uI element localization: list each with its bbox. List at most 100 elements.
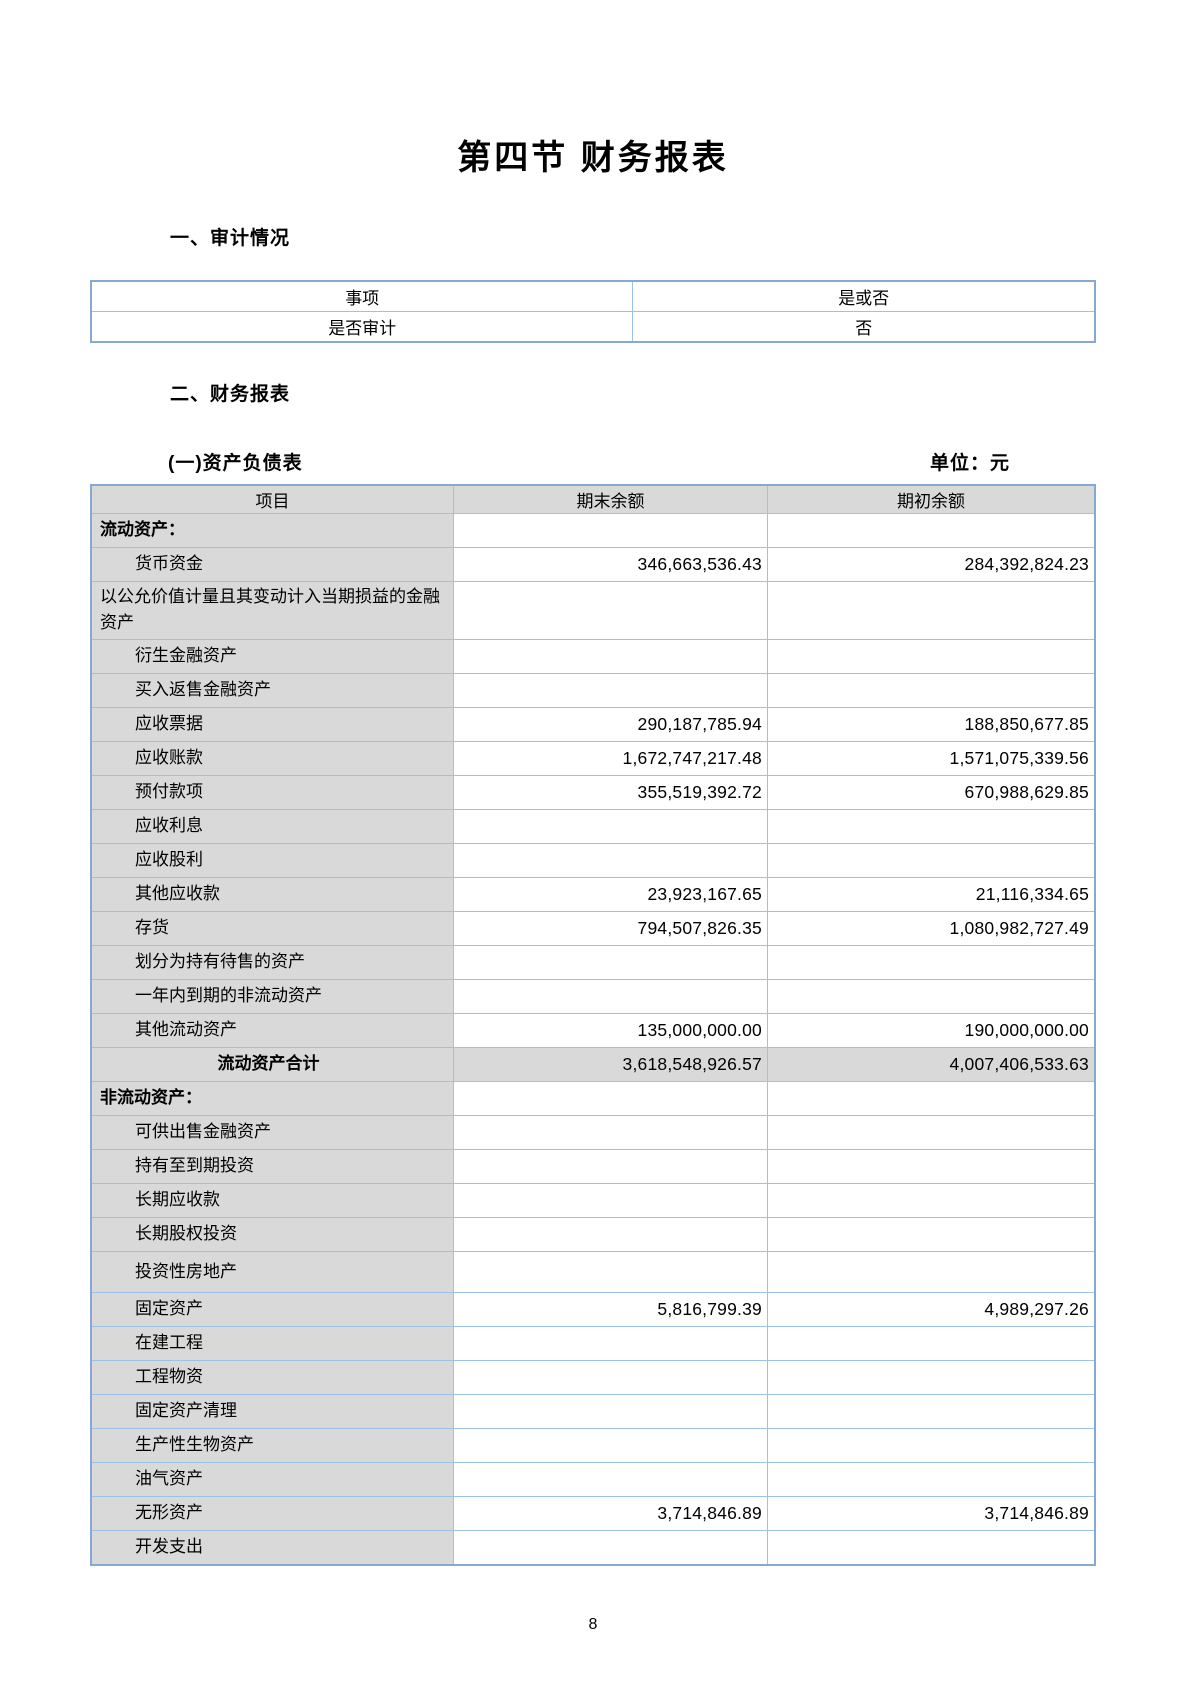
table-row: 买入返售金融资产 [90,672,1096,708]
column-header-closing-balance: 期末余额 [452,484,768,514]
row-label: 固定资产清理 [90,1393,454,1429]
closing-balance-cell [452,1216,768,1252]
opening-balance-cell [766,1148,1096,1184]
row-label: 可供出售金融资产 [90,1114,454,1150]
row-label: 流动资产： [90,513,454,548]
audit-section-heading: 一、审计情况 [170,228,291,249]
table-row: 非流动资产： [90,1080,1096,1116]
row-label: 投资性房地产 [90,1250,454,1293]
balance-sheet-header-row: 项目 期末余额 期初余额 [90,484,1096,514]
row-label: 其他流动资产 [90,1012,454,1048]
row-label: 买入返售金融资产 [90,672,454,708]
opening-balance-cell: 21,116,334.65 [766,876,1096,912]
table-row: 应收股利 [90,842,1096,878]
table-row: 以公允价值计量且其变动计入当期损益的金融资产 [90,581,1096,640]
opening-balance-cell [766,1529,1096,1566]
table-row: 存货 794,507,826.35 1,080,982,727.49 [90,910,1096,946]
audit-column-header-yesno: 是或否 [632,280,1096,312]
opening-balance-cell: 1,571,075,339.56 [766,740,1096,776]
balance-sheet-heading-row: (一)资产负债表 单位：元 [90,448,1096,475]
column-header-opening-balance: 期初余额 [766,484,1096,514]
opening-balance-cell [766,1393,1096,1429]
closing-balance-cell: 794,507,826.35 [452,910,768,946]
closing-balance-cell: 290,187,785.94 [452,706,768,742]
row-label: 存货 [90,910,454,946]
opening-balance-cell: 4,007,406,533.63 [766,1046,1096,1082]
row-label: 应收股利 [90,842,454,878]
closing-balance-cell [452,1114,768,1150]
row-label: 预付款项 [90,774,454,810]
audit-row-value: 否 [632,311,1096,343]
opening-balance-cell [766,1216,1096,1252]
table-row: 持有至到期投资 [90,1148,1096,1184]
opening-balance-cell: 190,000,000.00 [766,1012,1096,1048]
opening-balance-cell [766,1359,1096,1395]
table-row: 划分为持有待售的资产 [90,944,1096,980]
closing-balance-cell: 135,000,000.00 [452,1012,768,1048]
audit-table-header-row: 事项 是或否 [90,280,1096,312]
opening-balance-cell [766,1250,1096,1293]
closing-balance-cell [452,1182,768,1218]
balance-sheet-table: 项目 期末余额 期初余额 流动资产： 货币资金 346,663,536.43 284,… [90,484,1096,1566]
closing-balance-cell [452,978,768,1014]
table-row: 投资性房地产 [90,1250,1096,1293]
row-label: 应收利息 [90,808,454,844]
closing-balance-cell [452,1393,768,1429]
table-row: 一年内到期的非流动资产 [90,978,1096,1014]
closing-balance-cell [452,842,768,878]
opening-balance-cell [766,513,1096,548]
table-row: 货币资金 346,663,536.43 284,392,824.23 [90,547,1096,582]
closing-balance-cell [452,1427,768,1463]
opening-balance-cell [766,581,1096,640]
document-page: 第四节 财务报表 一、审计情况 事项 是或否 是否审计 否 二、财务报表 (一)… [90,0,1096,1634]
audit-row-label: 是否审计 [90,311,634,343]
closing-balance-cell [452,1148,768,1184]
row-label: 其他应收款 [90,876,454,912]
closing-balance-cell: 355,519,392.72 [452,774,768,810]
table-row: 无形资产 3,714,846.89 3,714,846.89 [90,1495,1096,1531]
page-title: 第四节 财务报表 [457,139,729,177]
opening-balance-cell [766,1114,1096,1150]
opening-balance-cell [766,672,1096,708]
opening-balance-cell [766,1461,1096,1497]
table-row: 其他流动资产 135,000,000.00 190,000,000.00 [90,1012,1096,1048]
table-row: 长期股权投资 [90,1216,1096,1252]
opening-balance-cell [766,638,1096,674]
row-label: 划分为持有待售的资产 [90,944,454,980]
opening-balance-cell [766,1427,1096,1463]
closing-balance-cell [452,638,768,674]
table-row: 在建工程 [90,1325,1096,1361]
table-row: 油气资产 [90,1461,1096,1497]
opening-balance-cell [766,1080,1096,1116]
closing-balance-cell [452,672,768,708]
row-label: 油气资产 [90,1461,454,1497]
table-row: 可供出售金融资产 [90,1114,1096,1150]
closing-balance-cell [452,1461,768,1497]
closing-balance-cell: 5,816,799.39 [452,1291,768,1327]
row-label: 衍生金融资产 [90,638,454,674]
opening-balance-cell: 670,988,629.85 [766,774,1096,810]
table-row: 应收利息 [90,808,1096,844]
table-row: 工程物资 [90,1359,1096,1395]
row-label: 一年内到期的非流动资产 [90,978,454,1014]
closing-balance-cell: 23,923,167.65 [452,876,768,912]
page-number: 8 [588,1615,598,1633]
table-row: 流动资产： [90,513,1096,548]
opening-balance-cell: 188,850,677.85 [766,706,1096,742]
table-row: 应收账款 1,672,747,217.48 1,571,075,339.56 [90,740,1096,776]
table-row: 开发支出 [90,1529,1096,1566]
table-row: 是否审计 否 [90,311,1096,343]
unit-label: 单位：元 [929,453,1010,474]
row-label: 流动资产合计 [90,1046,454,1082]
opening-balance-cell [766,1182,1096,1218]
row-label: 工程物资 [90,1359,454,1395]
opening-balance-cell: 284,392,824.23 [766,547,1096,582]
row-label: 持有至到期投资 [90,1148,454,1184]
row-label: 长期股权投资 [90,1216,454,1252]
closing-balance-cell: 346,663,536.43 [452,547,768,582]
table-row: 固定资产清理 [90,1393,1096,1429]
row-label: 货币资金 [90,547,454,582]
table-row: 预付款项 355,519,392.72 670,988,629.85 [90,774,1096,810]
opening-balance-cell [766,1325,1096,1361]
opening-balance-cell [766,842,1096,878]
